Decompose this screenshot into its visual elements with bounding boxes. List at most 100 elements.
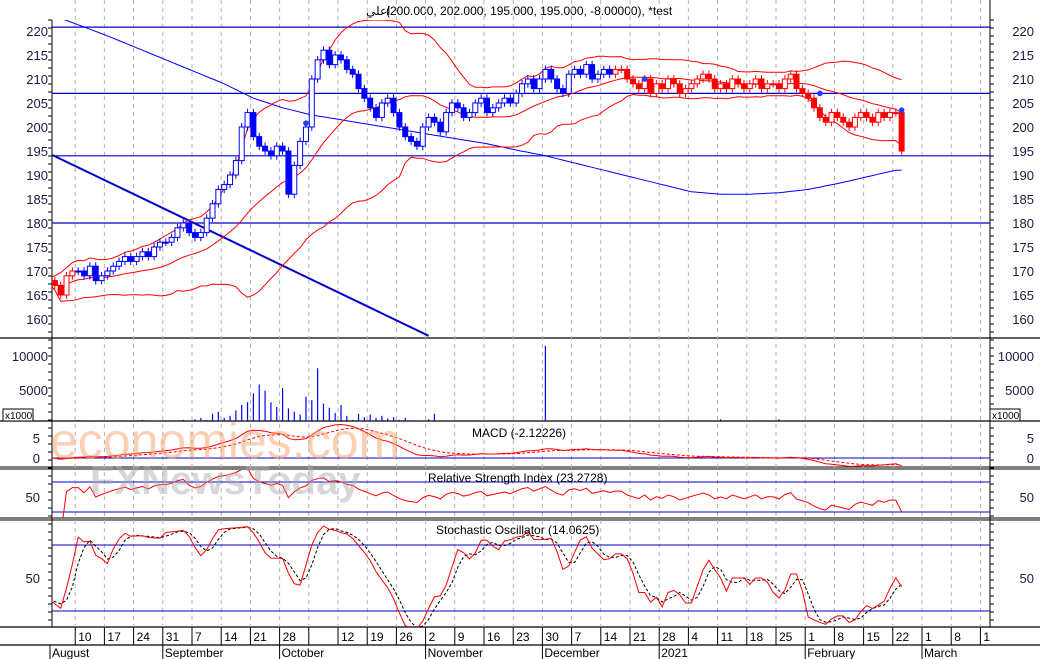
- date-label: 9: [458, 630, 465, 644]
- price-tick-left: 190: [26, 168, 48, 183]
- candle: [507, 94, 514, 107]
- date-label: 10: [78, 630, 92, 644]
- candle: [425, 113, 432, 131]
- candle: [232, 156, 239, 179]
- candle-body: [297, 140, 304, 166]
- candle-body: [180, 222, 187, 229]
- candle: [361, 84, 368, 103]
- date-label: 21: [253, 630, 267, 644]
- candle: [256, 132, 263, 151]
- candle-body: [717, 83, 724, 90]
- volume-unit-box-left: [2, 408, 34, 422]
- price-tick-left: 200: [26, 120, 48, 135]
- price-tick-right: 160: [1012, 312, 1034, 327]
- candle-body: [302, 126, 309, 142]
- candle-body: [822, 116, 829, 123]
- candle-body: [367, 97, 374, 109]
- candle-body: [857, 112, 864, 118]
- candle: [816, 103, 823, 122]
- signal-dot-marker: [898, 107, 905, 113]
- candle: [308, 75, 315, 131]
- candle: [851, 113, 858, 131]
- candle-body: [729, 78, 736, 90]
- candle-body: [332, 54, 339, 66]
- candle: [863, 108, 870, 122]
- candle-body: [396, 112, 403, 128]
- candle-body: [513, 92, 520, 104]
- candle-body: [402, 126, 409, 138]
- date-label: 19: [370, 630, 384, 644]
- candle: [589, 60, 596, 83]
- candle: [162, 238, 169, 247]
- candle-body: [86, 265, 93, 277]
- price-tick-left: 180: [26, 216, 48, 231]
- candle-body: [162, 241, 169, 244]
- candle-body: [892, 112, 899, 115]
- candle: [86, 262, 93, 280]
- candle-body: [81, 270, 88, 277]
- candle: [75, 267, 82, 275]
- candle-body: [110, 265, 117, 272]
- price-panel: [52, 20, 990, 337]
- candle: [413, 137, 420, 151]
- candle-body: [770, 83, 777, 86]
- candle: [460, 103, 467, 122]
- candle: [828, 108, 835, 127]
- candle: [583, 60, 590, 79]
- candle-body: [519, 83, 526, 94]
- candle: [326, 46, 333, 69]
- candle: [443, 108, 450, 136]
- candle-body: [659, 83, 666, 90]
- candle: [764, 79, 771, 93]
- candle: [559, 84, 566, 98]
- candle: [711, 75, 718, 93]
- trendline: [52, 153, 430, 337]
- macd-line: [52, 423, 902, 467]
- candle-body: [454, 102, 461, 109]
- candle: [197, 228, 204, 242]
- candle-body: [630, 78, 636, 85]
- date-label: 24: [137, 630, 151, 644]
- candle: [238, 123, 245, 165]
- candle: [857, 108, 864, 122]
- date-label: 28: [283, 630, 297, 644]
- candle-body: [793, 73, 800, 90]
- stochastic-k-line: [52, 525, 903, 627]
- candle-body: [361, 88, 368, 99]
- candle-body: [349, 68, 356, 75]
- candle-body: [145, 251, 152, 258]
- candle: [682, 84, 689, 98]
- candle: [688, 79, 695, 93]
- candle: [373, 103, 380, 122]
- candle-body: [840, 116, 847, 123]
- macd-tick-right: 5: [1027, 431, 1034, 446]
- candle-body: [151, 246, 158, 258]
- candle-body: [203, 217, 210, 234]
- candle-body: [740, 83, 747, 90]
- month-label: September: [165, 646, 224, 659]
- date-label: 21: [633, 630, 647, 644]
- candle: [799, 84, 806, 98]
- candle-body: [723, 83, 730, 90]
- candle-body: [192, 232, 198, 238]
- price-tick-right: 205: [1012, 96, 1034, 111]
- month-label: August: [52, 646, 90, 659]
- candle-body: [256, 136, 263, 147]
- candle: [104, 267, 111, 280]
- candle-body: [320, 49, 327, 61]
- candle-body: [577, 68, 584, 75]
- candle-body: [139, 251, 146, 258]
- candle-body: [238, 126, 245, 162]
- date-label: 14: [604, 630, 618, 644]
- rsi-tick-right: 50: [1020, 490, 1034, 505]
- candle-body: [694, 78, 701, 85]
- volume-tick-right: 10000: [998, 349, 1034, 364]
- candle: [898, 108, 905, 155]
- candle: [536, 75, 543, 93]
- candle: [746, 79, 753, 93]
- candle-body: [425, 116, 432, 128]
- bollinger-lower-band: [52, 93, 902, 302]
- macd-tick-left: 5: [33, 431, 40, 446]
